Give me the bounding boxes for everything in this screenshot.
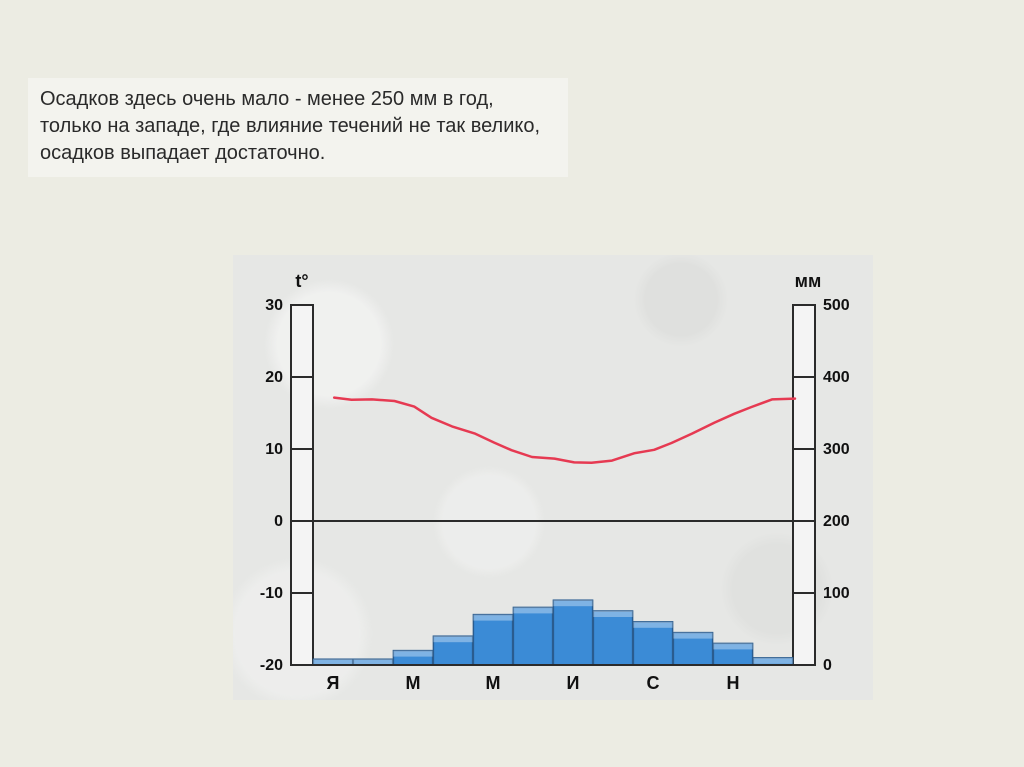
svg-text:20: 20 xyxy=(265,369,283,386)
svg-text:0: 0 xyxy=(823,657,832,674)
svg-text:М: М xyxy=(486,673,501,693)
caption-text: Осадков здесь очень мало - менее 250 мм … xyxy=(40,86,556,167)
svg-text:С: С xyxy=(647,673,660,693)
svg-text:Н: Н xyxy=(727,673,740,693)
svg-text:t°: t° xyxy=(295,271,308,291)
svg-text:-10: -10 xyxy=(260,585,283,602)
climograph: -20 -10 0 10 20 30 t° 0 100 200 300 400 500мм Я М М И С Н xyxy=(233,255,873,700)
svg-text:10: 10 xyxy=(265,441,283,458)
svg-text:30: 30 xyxy=(265,297,283,314)
svg-text:М: М xyxy=(406,673,421,693)
svg-text:200: 200 xyxy=(823,513,850,530)
svg-text:Я: Я xyxy=(327,673,340,693)
svg-text:мм: мм xyxy=(795,271,822,291)
svg-text:И: И xyxy=(567,673,580,693)
svg-text:0: 0 xyxy=(274,513,283,530)
chart-svg: -20 -10 0 10 20 30 t° 0 100 200 300 400 500мм Я М М И С Н xyxy=(233,255,873,700)
svg-text:300: 300 xyxy=(823,441,850,458)
svg-text:-20: -20 xyxy=(260,657,283,674)
caption-box: Осадков здесь очень мало - менее 250 мм … xyxy=(28,78,568,177)
svg-text:100: 100 xyxy=(823,585,850,602)
svg-text:500: 500 xyxy=(823,297,850,314)
svg-text:400: 400 xyxy=(823,369,850,386)
